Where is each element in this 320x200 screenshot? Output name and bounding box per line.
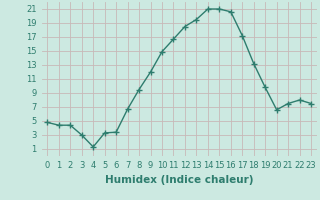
X-axis label: Humidex (Indice chaleur): Humidex (Indice chaleur) (105, 175, 253, 185)
